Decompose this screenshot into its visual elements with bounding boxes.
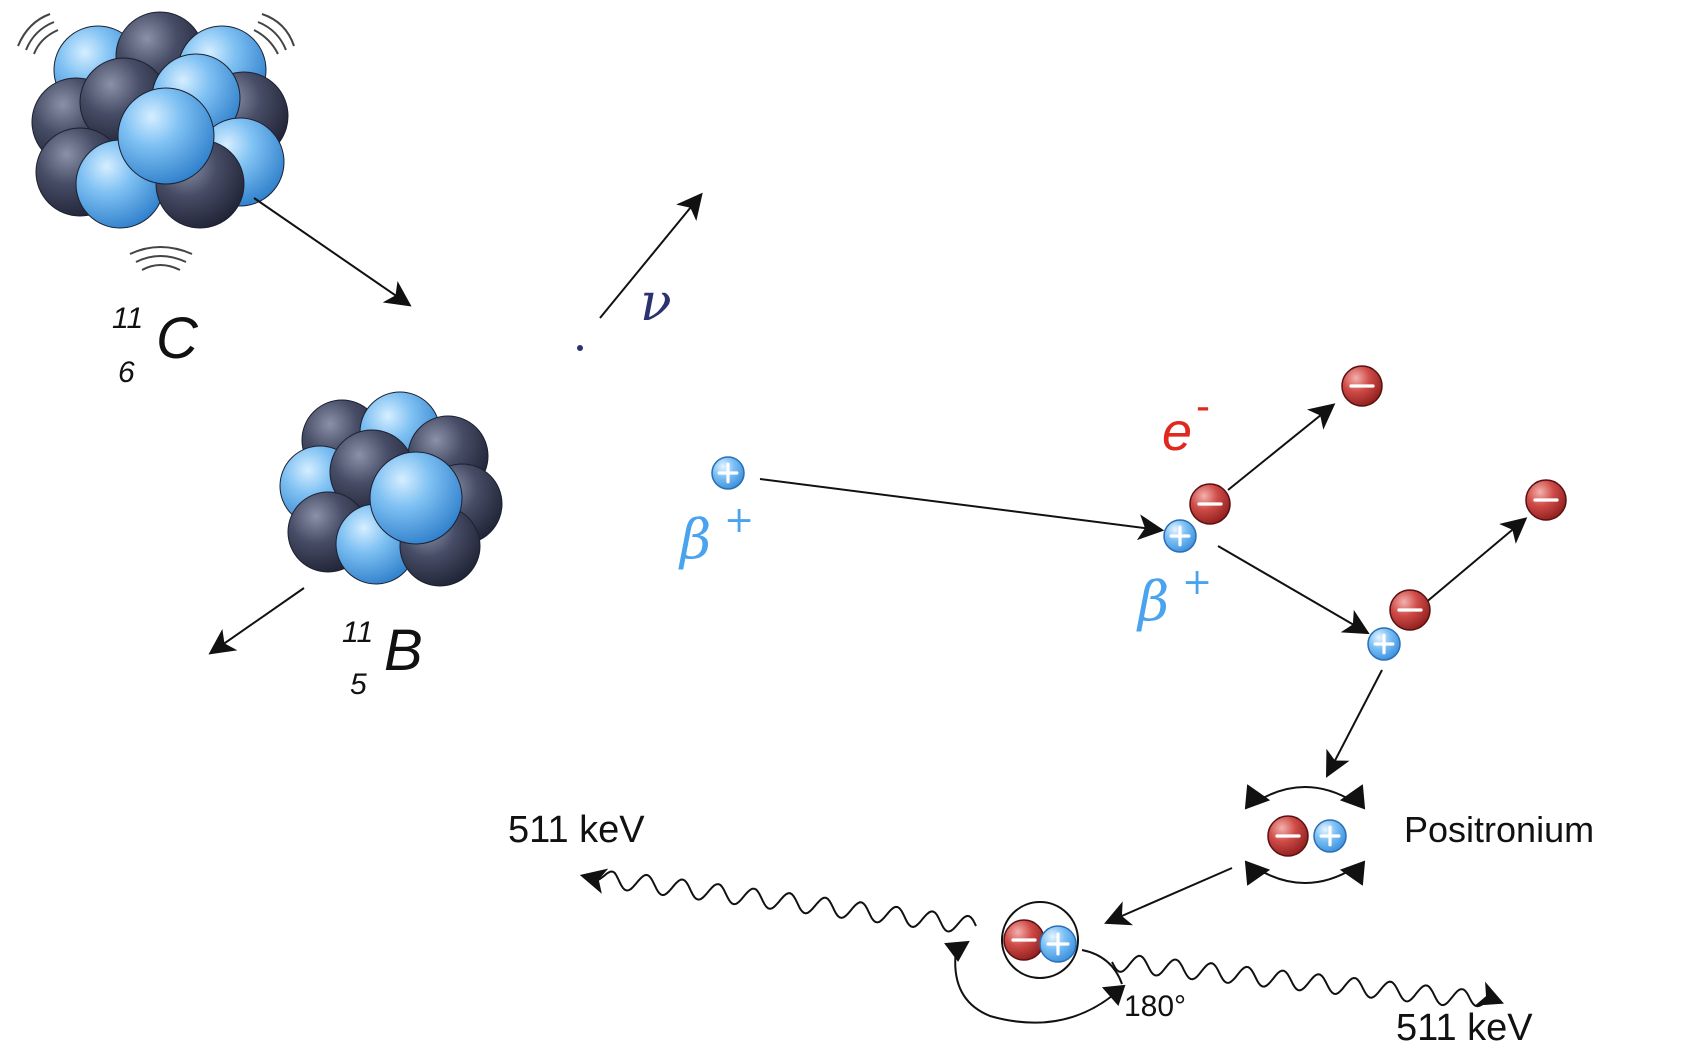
annihilation-ring [1001,901,1079,979]
positron-icon [711,456,745,490]
beta-plus-sup-2: + [1182,562,1212,603]
boron-11-nucleus [279,391,503,587]
gamma-left-label: 511 keV [508,809,645,851]
positronium-label: Positronium [1404,809,1594,850]
electron-icon [1525,479,1567,521]
neutrino-arrow [599,192,703,319]
electron-icon [1189,483,1231,525]
boron-proton-sphere [369,451,463,545]
angle-label: 180° [1124,990,1186,1023]
photon-right-wavy-arrow [1111,954,1504,1008]
carbon-symbol: C [156,306,199,371]
vibration-lines-icon [17,13,295,271]
carbon-11-nucleus [17,11,295,271]
beta-plus-label-1: β [678,508,711,571]
positron-icon [1039,925,1077,963]
electron-icon [1267,815,1309,857]
electron-icon [1389,589,1431,631]
photon-left-wavy-arrow [579,868,977,933]
electron-icon [1341,365,1383,407]
positron-icon [1163,519,1197,553]
angle-180-arc-icon [944,940,1126,1024]
electron-icon [1003,919,1045,961]
carbon-to-boron-arrow [253,197,412,307]
positron-path-arrow-3 [1326,669,1383,778]
carbon-atomic-number: 6 [118,356,135,389]
gamma-right-label: 511 keV [1396,1007,1533,1048]
positron-icon [1367,627,1401,661]
boron-atomic-number: 5 [350,668,367,701]
positron-path-arrow-1 [759,478,1165,541]
beta-plus-sup-1: + [724,500,754,541]
carbon-mass-number: 11 [112,302,143,335]
boron-recoil-arrow [208,587,305,655]
scatter-electron-arrow-2 [1423,517,1528,605]
neutrino-dot [577,345,583,351]
boron-mass-number: 11 [342,616,373,649]
electron-label: e [1162,402,1192,462]
boron-symbol: B [384,618,423,683]
scatter-electron-arrow-1 [1227,403,1336,491]
positronium-to-annihilation-arrow [1104,867,1233,926]
positronium-rotation-icon [1244,784,1366,886]
beta-plus-label-2: β [1136,570,1169,633]
positron-icon [1313,819,1347,853]
neutrino-label: ν [640,273,672,333]
positron-path-arrow-2 [1217,545,1370,635]
electron-sup: - [1196,382,1210,429]
carbon-proton-sphere [117,87,215,185]
